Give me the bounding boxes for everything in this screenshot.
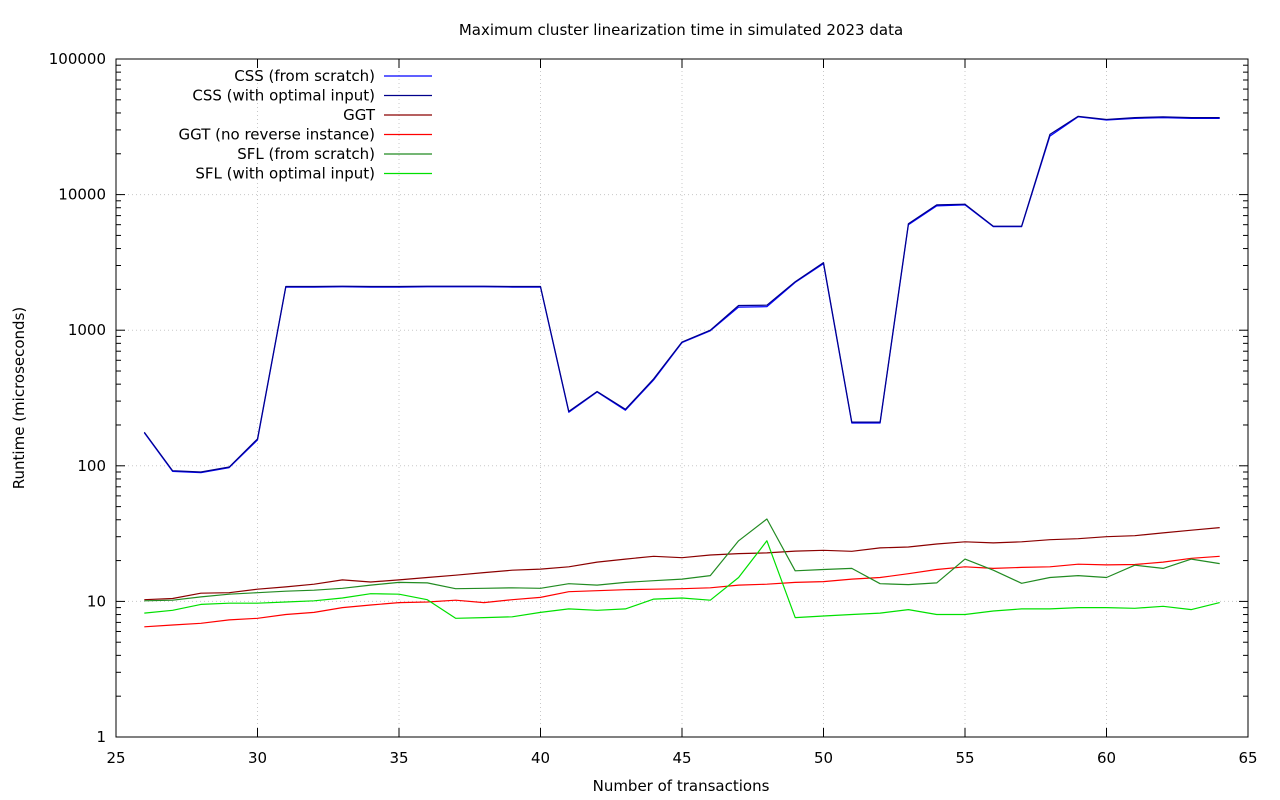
y-tick-label: 100 bbox=[77, 457, 106, 475]
x-tick-label: 50 bbox=[814, 749, 833, 767]
y-tick-label: 1 bbox=[96, 728, 106, 746]
x-tick-label: 40 bbox=[531, 749, 550, 767]
chart-title: Maximum cluster linearization time in si… bbox=[459, 21, 903, 39]
series-line-3 bbox=[144, 555, 1220, 628]
x-tick-label: 60 bbox=[1097, 749, 1116, 767]
series-line-5 bbox=[144, 540, 1220, 619]
legend-label: SFL (from scratch) bbox=[237, 145, 375, 163]
x-tick-label: 30 bbox=[248, 749, 267, 767]
series-lines bbox=[143, 115, 1220, 628]
axis-ticks: 25 30 35 40 45 50 55 60 65 1 10 100 1000 10000 100000 bbox=[49, 50, 1258, 767]
legend-label: CSS (from scratch) bbox=[234, 67, 375, 85]
legend-label: CSS (with optimal input) bbox=[192, 87, 375, 105]
x-tick-label: 25 bbox=[106, 749, 125, 767]
legend: CSS (from scratch) CSS (with optimal inpu… bbox=[179, 67, 432, 183]
y-tick-label: 10000 bbox=[58, 186, 106, 204]
y-tick-label: 1000 bbox=[68, 321, 106, 339]
y-tick-label: 100000 bbox=[49, 50, 106, 68]
series-line-4 bbox=[144, 518, 1220, 602]
y-axis-label: Runtime (microseconds) bbox=[10, 307, 28, 489]
series-line-2 bbox=[144, 527, 1220, 601]
legend-label: SFL (with optimal input) bbox=[195, 165, 375, 183]
x-tick-label: 65 bbox=[1238, 749, 1257, 767]
x-tick-label: 45 bbox=[672, 749, 691, 767]
legend-label: GGT bbox=[343, 106, 376, 124]
x-tick-label: 55 bbox=[955, 749, 974, 767]
x-axis-label: Number of transactions bbox=[593, 777, 770, 795]
y-tick-label: 10 bbox=[87, 592, 106, 610]
series-line-1 bbox=[143, 115, 1220, 473]
x-tick-label: 35 bbox=[389, 749, 408, 767]
legend-label: GGT (no reverse instance) bbox=[179, 126, 376, 144]
